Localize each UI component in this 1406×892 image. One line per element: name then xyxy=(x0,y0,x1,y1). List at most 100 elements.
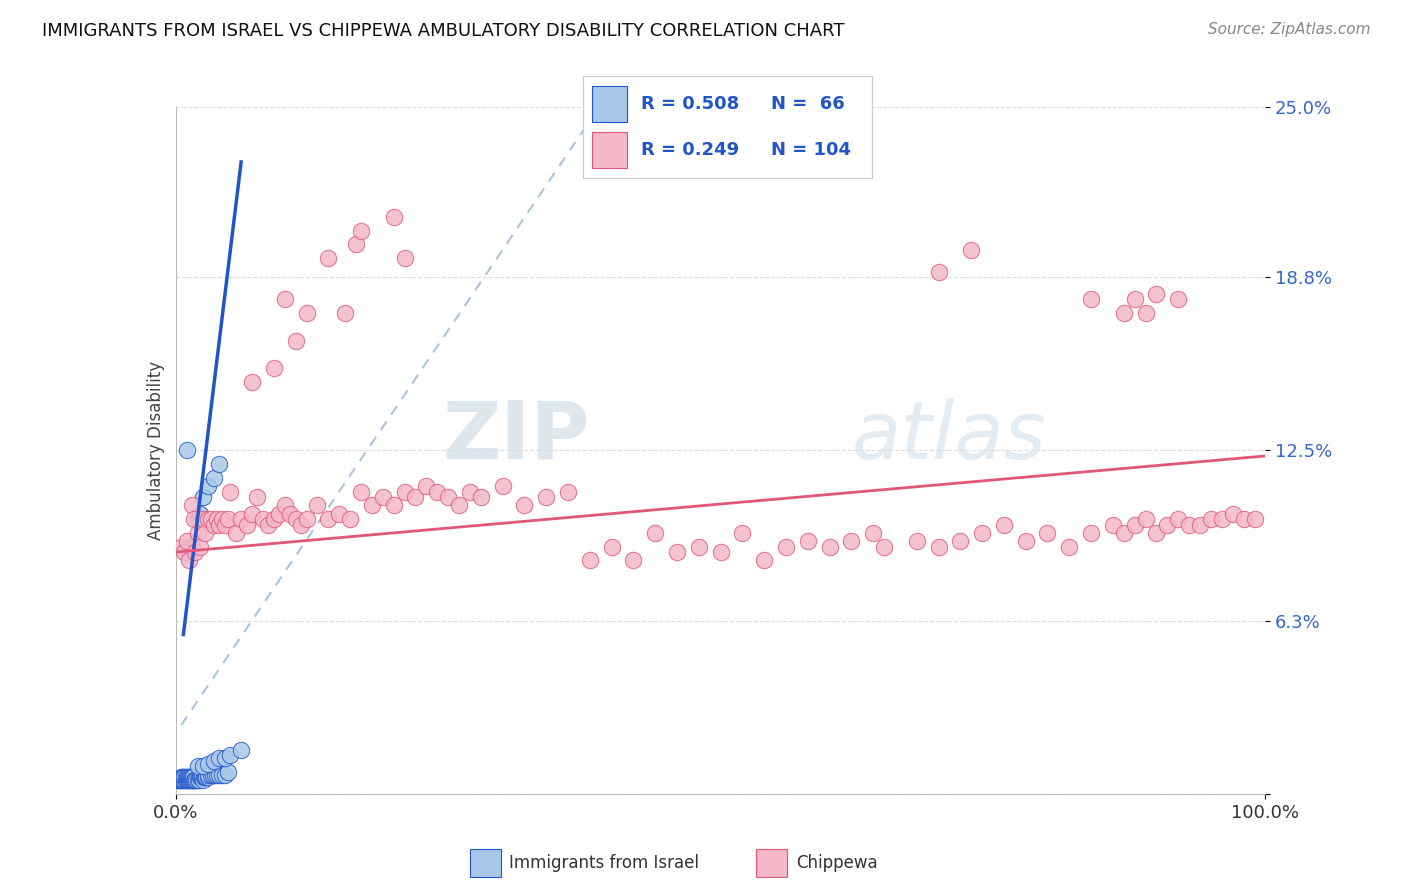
Point xyxy=(621,553,644,567)
Point xyxy=(579,553,602,567)
Point xyxy=(688,540,710,554)
Point xyxy=(184,773,207,788)
Point xyxy=(186,773,208,788)
Point xyxy=(184,545,207,559)
Point xyxy=(180,773,202,788)
Point xyxy=(205,512,228,526)
Point xyxy=(191,773,214,788)
Point xyxy=(202,517,225,532)
Point xyxy=(197,767,219,781)
Point xyxy=(208,751,231,765)
Point xyxy=(295,306,318,320)
Point xyxy=(201,767,224,781)
Point xyxy=(177,771,200,785)
Point xyxy=(284,334,307,348)
Point xyxy=(1112,306,1135,320)
Point xyxy=(231,512,253,526)
Point xyxy=(191,490,214,504)
Point xyxy=(177,773,200,788)
Point xyxy=(970,525,993,540)
Point xyxy=(172,773,194,788)
Point xyxy=(197,512,219,526)
Point xyxy=(179,773,201,788)
Point xyxy=(181,771,204,785)
Point xyxy=(172,773,194,788)
Point xyxy=(214,767,236,781)
Point xyxy=(263,512,285,526)
Point xyxy=(350,484,373,499)
Point xyxy=(183,512,205,526)
Point xyxy=(194,525,217,540)
Point xyxy=(775,540,797,554)
Point xyxy=(252,512,274,526)
Point xyxy=(173,773,195,788)
Point xyxy=(278,507,301,521)
Point xyxy=(1144,286,1167,301)
Point xyxy=(290,517,312,532)
Point xyxy=(173,545,195,559)
Point xyxy=(200,767,222,781)
Point xyxy=(644,525,666,540)
Point xyxy=(1135,512,1157,526)
Point xyxy=(197,756,219,771)
Point xyxy=(197,479,219,493)
Point xyxy=(190,771,212,785)
Point xyxy=(191,771,214,785)
Point xyxy=(181,773,204,788)
Point xyxy=(188,771,211,785)
Point xyxy=(841,534,863,549)
Point xyxy=(167,773,190,788)
Point xyxy=(333,306,356,320)
Text: IMMIGRANTS FROM ISRAEL VS CHIPPEWA AMBULATORY DISABILITY CORRELATION CHART: IMMIGRANTS FROM ISRAEL VS CHIPPEWA AMBUL… xyxy=(42,22,845,40)
Point xyxy=(274,293,297,307)
Point xyxy=(1123,517,1146,532)
Point xyxy=(246,490,269,504)
Point xyxy=(202,471,225,485)
Text: N =  66: N = 66 xyxy=(770,95,845,113)
Point xyxy=(177,553,200,567)
Point xyxy=(214,751,236,765)
Point xyxy=(202,754,225,768)
Point xyxy=(960,243,983,257)
Point xyxy=(1144,525,1167,540)
Point xyxy=(240,507,263,521)
Point xyxy=(200,512,222,526)
Text: R = 0.508: R = 0.508 xyxy=(641,95,740,113)
Point xyxy=(437,490,460,504)
Point xyxy=(796,534,818,549)
Point xyxy=(318,251,340,265)
Point xyxy=(1080,525,1102,540)
Point xyxy=(205,767,228,781)
Point xyxy=(284,512,307,526)
Point xyxy=(1222,507,1244,521)
Point xyxy=(534,490,557,504)
Point xyxy=(318,512,340,526)
Point xyxy=(181,499,204,513)
Point xyxy=(1015,534,1038,549)
Point xyxy=(208,767,231,781)
Point xyxy=(235,517,257,532)
Point xyxy=(307,499,329,513)
Point xyxy=(928,540,950,554)
Text: Source: ZipAtlas.com: Source: ZipAtlas.com xyxy=(1208,22,1371,37)
Point xyxy=(1102,517,1125,532)
Point xyxy=(928,265,950,279)
Bar xyxy=(756,849,787,877)
Point xyxy=(600,540,623,554)
Point xyxy=(177,773,200,788)
Point xyxy=(193,771,215,785)
Point xyxy=(181,771,204,785)
Point xyxy=(1199,512,1222,526)
Point xyxy=(360,499,382,513)
Point xyxy=(211,767,233,781)
Bar xyxy=(592,87,627,122)
Point xyxy=(1057,540,1080,554)
Point xyxy=(204,767,226,781)
Bar xyxy=(470,849,501,877)
Point xyxy=(225,525,247,540)
Point xyxy=(557,484,579,499)
Point xyxy=(195,771,218,785)
Point xyxy=(186,525,209,540)
Point xyxy=(183,773,205,788)
Point xyxy=(1135,306,1157,320)
